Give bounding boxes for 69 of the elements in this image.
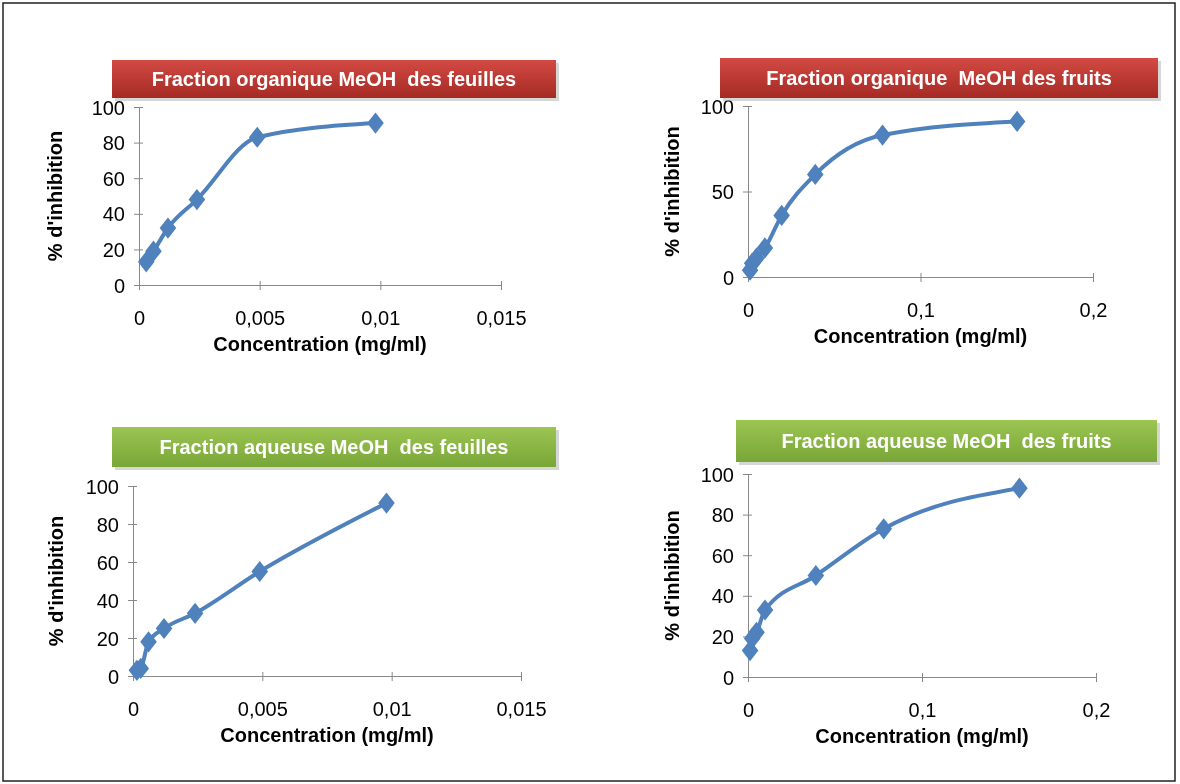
- point: [159, 217, 177, 239]
- y-tick-label: 100: [85, 475, 119, 498]
- chart-title: Fraction organique MeOH des feuilles: [151, 68, 517, 90]
- x-tick-label: 0,01: [361, 307, 401, 329]
- point: [807, 564, 825, 587]
- y-tick-label: 80: [96, 513, 119, 536]
- point: [378, 492, 395, 514]
- x-axis-title: Concentration (mg/ml): [815, 725, 1029, 747]
- point: [1008, 110, 1026, 132]
- y-tick-label: 20: [102, 238, 125, 261]
- y-tick-label: 0: [722, 666, 734, 689]
- x-tick-label: 0,005: [235, 307, 286, 329]
- x-tick-label: 0,01: [372, 698, 412, 720]
- y-axis-title: % d'inhibition: [661, 510, 683, 641]
- y-tick-label: 40: [102, 203, 125, 226]
- point: [186, 602, 204, 624]
- x-tick-label: 0,1: [908, 699, 937, 721]
- chart-title: Fraction organique MeOH des fruits: [766, 67, 1112, 89]
- y-axis-title: % d'inhibition: [661, 126, 683, 257]
- x-axis-title: Concentration (mg/ml): [813, 325, 1028, 347]
- x-tick-label: 0: [742, 699, 755, 721]
- y-tick-label: 100: [91, 96, 125, 119]
- x-tick-label: 0,2: [1079, 299, 1108, 321]
- point: [367, 112, 384, 134]
- x-tick-label: 0,015: [476, 307, 527, 329]
- point: [756, 237, 774, 259]
- point: [806, 163, 824, 186]
- x-tick-label: 0,2: [1082, 699, 1111, 721]
- x-tick-label: 0,1: [907, 299, 935, 321]
- y-tick-label: 40: [96, 589, 119, 612]
- chart-title: Fraction aqueuse MeOH des fruits: [781, 430, 1112, 452]
- x-tick-label: 0: [133, 307, 146, 329]
- y-tick-label: 80: [102, 132, 125, 155]
- point: [756, 599, 774, 621]
- y-tick-label: 0: [722, 266, 734, 289]
- y-tick-label: 80: [711, 504, 734, 527]
- x-axis-title: Concentration (mg/ml): [213, 333, 427, 355]
- x-tick-label: 0: [742, 299, 755, 321]
- y-tick-label: 40: [711, 585, 734, 608]
- point: [248, 126, 266, 148]
- point: [874, 124, 891, 146]
- y-axis-title: % d'inhibition: [45, 515, 67, 647]
- point: [748, 621, 765, 643]
- point: [1011, 477, 1028, 499]
- y-tick-label: 100: [700, 463, 734, 486]
- point: [748, 247, 765, 269]
- point: [875, 518, 893, 540]
- x-tick-label: 0: [127, 698, 140, 720]
- y-tick-label: 100: [700, 95, 734, 118]
- y-tick-label: 0: [113, 274, 125, 297]
- y-tick-label: 50: [711, 181, 734, 203]
- point: [773, 204, 790, 227]
- point: [251, 560, 269, 583]
- x-tick-label: 0,005: [237, 698, 288, 720]
- point: [155, 617, 173, 640]
- y-tick-label: 0: [107, 665, 119, 688]
- y-tick-label: 60: [96, 551, 119, 574]
- y-axis-title: % d'inhibition: [44, 130, 66, 262]
- point: [140, 631, 157, 653]
- x-axis-title: Concentration (mg/ml): [220, 724, 434, 746]
- point: [137, 251, 155, 273]
- chart-title: Fraction aqueuse MeOH des feuilles: [159, 436, 509, 458]
- point: [188, 188, 206, 211]
- y-tick-label: 60: [711, 544, 734, 567]
- x-tick-label: 0,015: [496, 698, 547, 720]
- point: [145, 240, 162, 262]
- y-tick-label: 20: [711, 625, 734, 648]
- y-tick-label: 60: [102, 167, 125, 190]
- y-tick-label: 20: [96, 627, 119, 650]
